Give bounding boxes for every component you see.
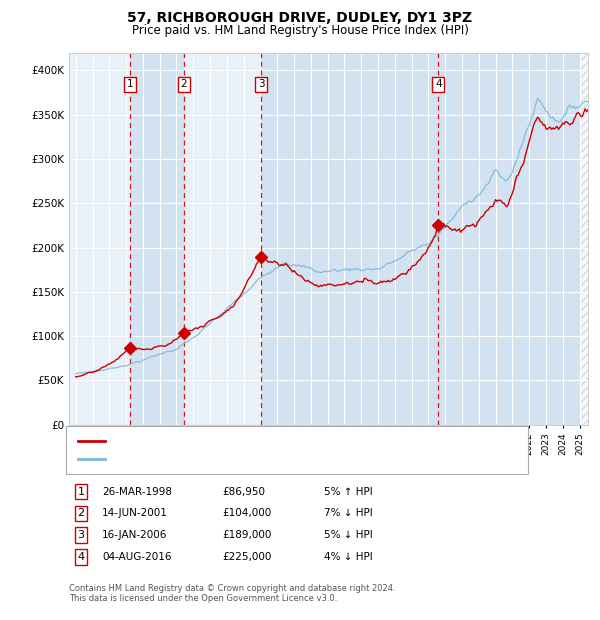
Text: £86,950: £86,950: [222, 487, 265, 497]
Text: £189,000: £189,000: [222, 530, 271, 540]
Text: 4% ↓ HPI: 4% ↓ HPI: [324, 552, 373, 562]
Bar: [130, 53, 184, 425]
Text: 3: 3: [258, 79, 265, 89]
Text: 1: 1: [77, 487, 85, 497]
Text: 3: 3: [77, 530, 85, 540]
Text: 2: 2: [181, 79, 187, 89]
Text: Price paid vs. HM Land Registry's House Price Index (HPI): Price paid vs. HM Land Registry's House …: [131, 24, 469, 37]
Text: 14-JUN-2001: 14-JUN-2001: [102, 508, 168, 518]
Text: 26-MAR-1998: 26-MAR-1998: [102, 487, 172, 497]
Text: 57, RICHBOROUGH DRIVE, DUDLEY, DY1 3PZ: 57, RICHBOROUGH DRIVE, DUDLEY, DY1 3PZ: [127, 11, 473, 25]
Text: 2: 2: [77, 508, 85, 518]
Text: 5% ↓ HPI: 5% ↓ HPI: [324, 530, 373, 540]
Text: 1: 1: [127, 79, 133, 89]
Text: 7% ↓ HPI: 7% ↓ HPI: [324, 508, 373, 518]
Text: Contains HM Land Registry data © Crown copyright and database right 2024.
This d: Contains HM Land Registry data © Crown c…: [69, 584, 395, 603]
Text: £225,000: £225,000: [222, 552, 271, 562]
Bar: [580, 53, 588, 425]
Text: 4: 4: [435, 79, 442, 89]
Text: 5% ↑ HPI: 5% ↑ HPI: [324, 487, 373, 497]
Text: 16-JAN-2006: 16-JAN-2006: [102, 530, 167, 540]
Text: HPI: Average price, detached house, Dudley: HPI: Average price, detached house, Dudl…: [110, 454, 325, 464]
Bar: [439, 53, 580, 425]
Text: 4: 4: [77, 552, 85, 562]
Text: 04-AUG-2016: 04-AUG-2016: [102, 552, 172, 562]
Bar: [261, 53, 439, 425]
Text: 57, RICHBOROUGH DRIVE, DUDLEY, DY1 3PZ (detached house): 57, RICHBOROUGH DRIVE, DUDLEY, DY1 3PZ (…: [110, 436, 419, 446]
Text: £104,000: £104,000: [222, 508, 271, 518]
